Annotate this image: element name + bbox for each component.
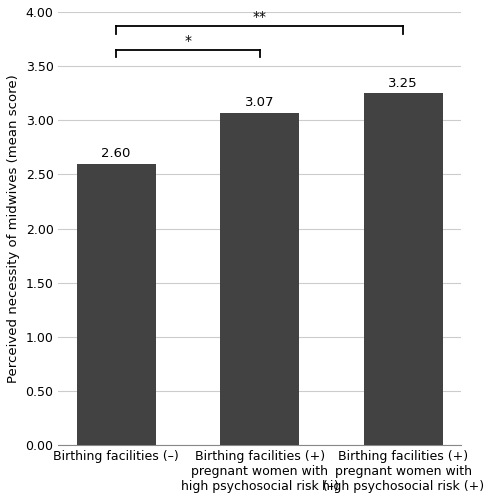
Y-axis label: Perceived necessity of midwives (mean score): Perceived necessity of midwives (mean sc… bbox=[7, 74, 20, 383]
Bar bbox=[77, 164, 156, 445]
Text: 3.07: 3.07 bbox=[245, 96, 274, 110]
Text: *: * bbox=[184, 34, 191, 48]
Text: 2.60: 2.60 bbox=[101, 148, 131, 160]
Text: 3.25: 3.25 bbox=[388, 77, 418, 90]
Bar bbox=[364, 93, 443, 445]
Bar bbox=[220, 112, 299, 445]
Text: **: ** bbox=[252, 10, 267, 24]
